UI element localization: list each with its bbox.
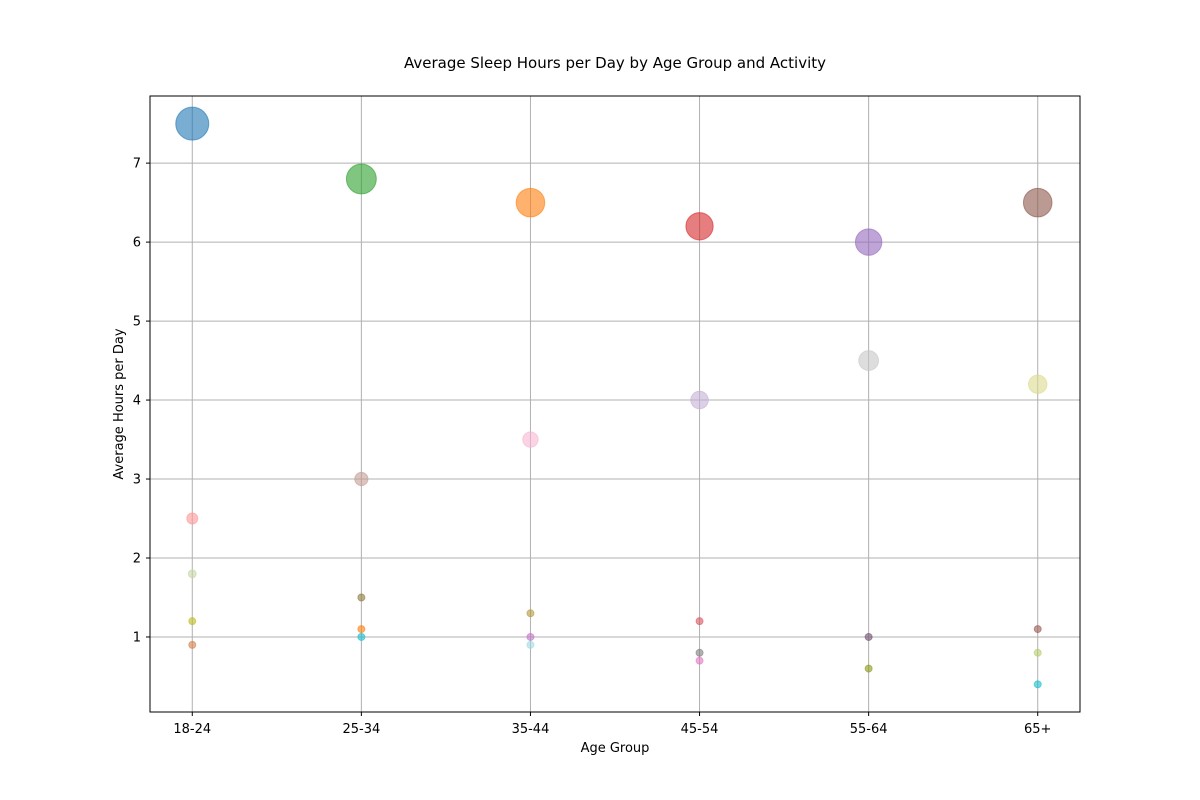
y-tick-label: 3: [133, 473, 141, 488]
bubble-point: [1033, 648, 1042, 657]
bubble-point: [695, 648, 704, 657]
bubble-point: [515, 187, 546, 218]
bubble-point: [175, 106, 210, 141]
bubble-markers: [175, 106, 1053, 689]
bubble-point: [854, 228, 883, 256]
bubble-point: [357, 625, 366, 634]
bubble-point: [187, 569, 197, 579]
y-tick-label: 2: [133, 552, 141, 567]
bubble-point: [690, 390, 709, 410]
bubble-point: [685, 212, 714, 241]
x-axis-label: Age Group: [581, 741, 650, 756]
bubble-point: [357, 632, 366, 641]
x-tick-label: 55-64: [850, 722, 888, 737]
y-tick-label: 6: [133, 236, 141, 251]
bubble-point: [188, 640, 197, 649]
bubble-point: [858, 350, 880, 371]
y-tick-label: 1: [133, 630, 141, 645]
axis-ticks: 18-24 25-34 35-44 45-54 55-64 65+ 1 2 3 4 5 6 7: [133, 157, 1052, 737]
y-axis-label: Average Hours per Day: [112, 328, 127, 479]
chart-title: Average Sleep Hours per Day by Age Group…: [404, 54, 826, 72]
x-tick-label: 65+: [1024, 722, 1051, 737]
bubble-point: [1022, 187, 1053, 218]
x-tick-label: 18-24: [173, 722, 211, 737]
bubble-point: [526, 609, 535, 618]
bubble-point: [1033, 625, 1042, 634]
y-tick-label: 5: [133, 315, 141, 330]
bubble-point: [1033, 680, 1042, 689]
bubble-point: [188, 617, 197, 626]
bubble-point: [864, 632, 873, 641]
bubble-point: [357, 593, 366, 602]
bubble-point: [522, 431, 539, 448]
x-tick-label: 35-44: [512, 722, 550, 737]
y-tick-label: 4: [133, 394, 141, 409]
x-tick-label: 25-34: [342, 722, 380, 737]
y-tick-label: 7: [133, 157, 141, 172]
bubble-point: [186, 512, 199, 525]
bubble-point: [1027, 374, 1048, 394]
bubble-point: [526, 640, 535, 649]
x-tick-label: 45-54: [681, 722, 719, 737]
plot-frame: [149, 95, 1081, 713]
bubble-point: [695, 656, 704, 665]
bubble-point: [864, 664, 873, 673]
bubble-point: [354, 471, 369, 487]
bubble-point: [345, 163, 377, 195]
bubble-point: [526, 632, 535, 641]
bubble-point: [695, 617, 704, 626]
